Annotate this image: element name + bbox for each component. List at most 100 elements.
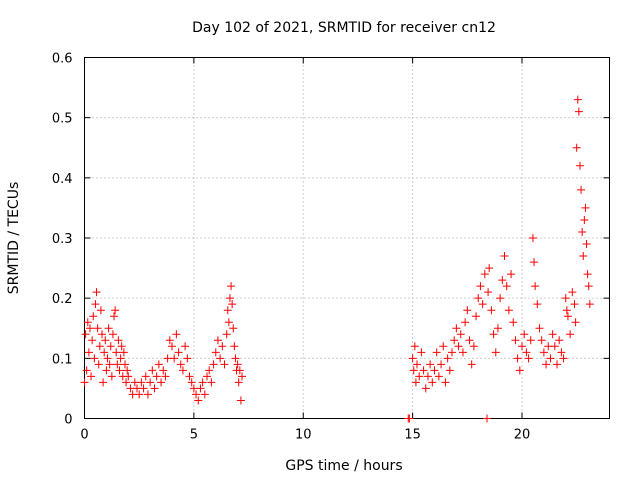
data-point (522, 348, 531, 357)
data-point (106, 342, 115, 351)
y-tick-label: 0 (64, 413, 72, 428)
data-point (555, 336, 564, 345)
data-point (114, 336, 123, 345)
data-point (223, 306, 232, 315)
data-point (216, 354, 225, 363)
data-point (434, 372, 443, 381)
data-point (148, 366, 157, 375)
data-point (509, 318, 518, 327)
data-point (233, 360, 242, 369)
data-point (81, 330, 90, 339)
data-point (511, 336, 520, 345)
data-point (454, 342, 463, 351)
data-point (568, 288, 577, 297)
data-point (218, 342, 227, 351)
data-point (461, 318, 470, 327)
data-point (236, 396, 245, 405)
data-point (507, 270, 516, 279)
data-point (100, 348, 109, 357)
y-tick-label: 0.3 (52, 232, 73, 247)
x-tick-label: 10 (295, 428, 312, 443)
data-point (87, 372, 96, 381)
data-point (82, 366, 91, 375)
data-point (537, 336, 546, 345)
data-point (415, 372, 424, 381)
data-point (476, 282, 485, 291)
data-point (524, 354, 533, 363)
data-point (99, 378, 108, 387)
data-point (405, 414, 414, 423)
data-point (571, 318, 580, 327)
data-point (211, 348, 220, 357)
data-point (496, 294, 505, 303)
data-point (95, 342, 104, 351)
data-point (102, 366, 111, 375)
y-tick-label: 0.5 (52, 112, 73, 127)
data-point (581, 203, 590, 212)
y-tick-label: 0.6 (52, 52, 73, 67)
data-point (485, 264, 494, 273)
data-point (111, 306, 120, 315)
data-point (196, 384, 205, 393)
data-point (582, 240, 591, 249)
data-point (108, 330, 117, 339)
data-point (93, 324, 102, 333)
data-point (231, 354, 240, 363)
data-point (458, 348, 467, 357)
data-point (117, 342, 126, 351)
data-point (235, 366, 244, 375)
data-point (491, 348, 500, 357)
data-point (557, 348, 566, 357)
data-point (469, 342, 478, 351)
x-tick-label: 20 (514, 428, 531, 443)
data-point (224, 318, 233, 327)
data-point (110, 312, 119, 321)
data-point (225, 294, 234, 303)
data-point (229, 324, 238, 333)
data-point (484, 288, 493, 297)
data-point (183, 354, 192, 363)
data-point (207, 378, 216, 387)
data-point (535, 324, 544, 333)
data-point (194, 396, 203, 405)
data-point (493, 324, 502, 333)
y-tick-label: 0.1 (52, 352, 73, 367)
data-point (228, 300, 237, 309)
data-point (428, 378, 437, 387)
data-point (417, 348, 426, 357)
data-point (80, 378, 89, 387)
data-point (498, 276, 507, 285)
data-point (230, 342, 239, 351)
data-point (439, 342, 448, 351)
data-point (112, 348, 121, 357)
data-point (123, 366, 132, 375)
data-point (122, 378, 131, 387)
data-point (500, 252, 509, 261)
data-point (170, 354, 179, 363)
data-point (584, 282, 593, 291)
data-point (161, 372, 170, 381)
data-point (456, 330, 465, 339)
data-point (585, 300, 594, 309)
data-point (234, 378, 243, 387)
data-point (101, 336, 110, 345)
data-point (423, 372, 432, 381)
x-tick-label: 5 (190, 428, 198, 443)
data-point (452, 324, 461, 333)
data-point (441, 378, 450, 387)
data-point (411, 378, 420, 387)
data-point (432, 348, 441, 357)
data-point (187, 378, 196, 387)
data-point (566, 330, 575, 339)
data-point (504, 306, 513, 315)
data-point (198, 378, 207, 387)
data-point (483, 414, 491, 423)
data-point (172, 330, 181, 339)
data-point (104, 324, 113, 333)
data-point (192, 390, 201, 399)
data-point (409, 366, 418, 375)
data-point (203, 372, 211, 381)
data-point (124, 372, 133, 381)
data-point (463, 306, 472, 315)
